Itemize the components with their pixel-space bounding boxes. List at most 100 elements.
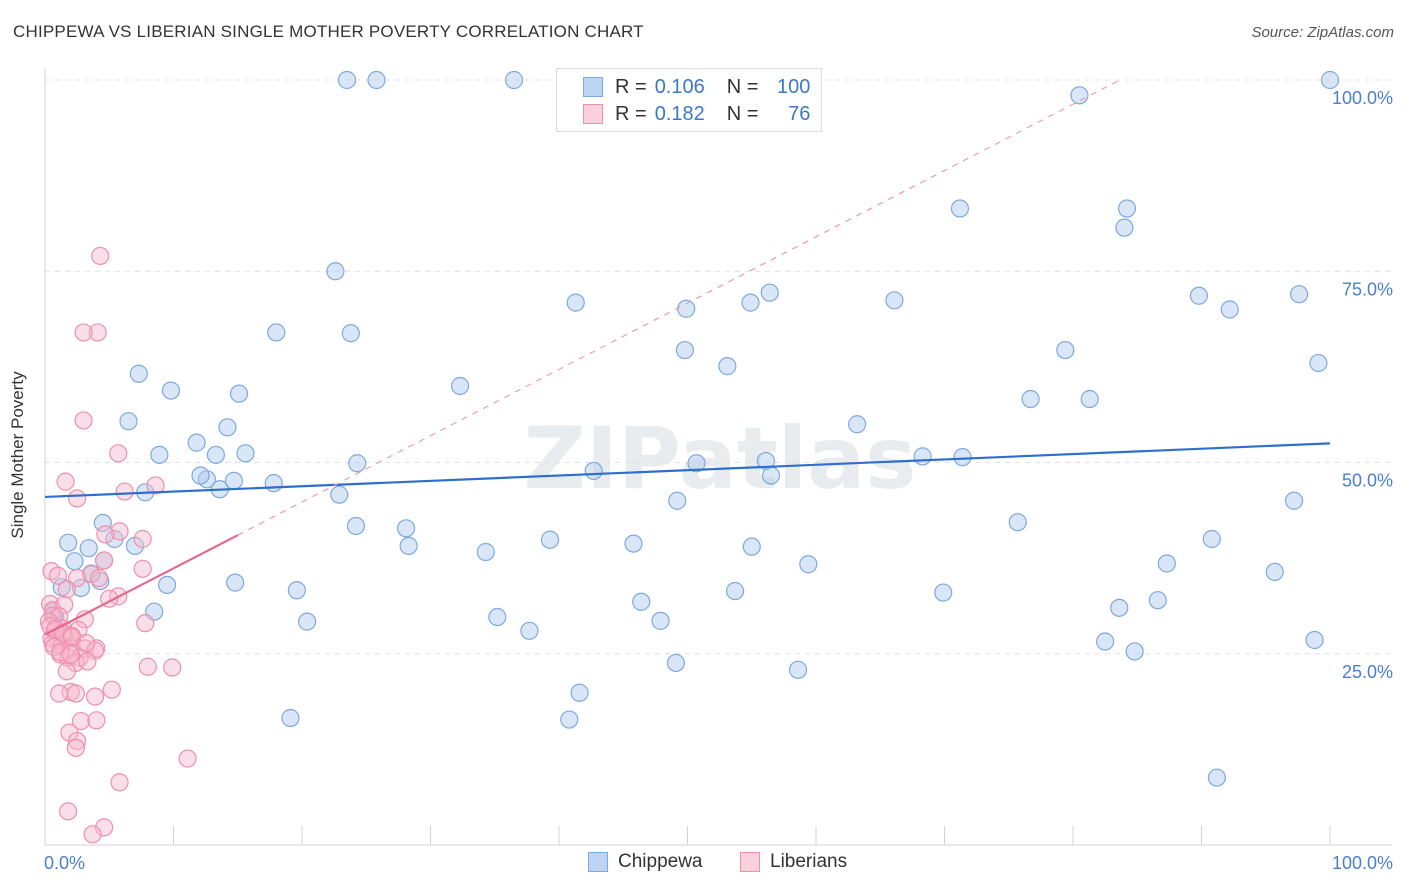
chippewa-point: [71, 578, 91, 598]
r-value: 0.182: [654, 102, 705, 125]
liberian-point: [178, 749, 197, 768]
liberian-point: [102, 680, 121, 699]
liberian-point: [71, 711, 91, 731]
stats-row-chippewa: R = 0.106 N = 100: [583, 74, 810, 100]
stats-box: R = 0.106 N = 100 R = 0.182 N = 76: [556, 68, 822, 132]
chippewa-point: [1117, 199, 1137, 218]
chippewa-point: [1080, 389, 1099, 409]
chippewa-point: [1220, 300, 1239, 319]
liberian-point: [57, 662, 76, 681]
liberians-swatch: [583, 104, 603, 124]
x-tick-label: 0.0%: [44, 853, 85, 873]
liberian-point: [61, 645, 80, 664]
chippewa-point: [267, 323, 286, 342]
chippewa-point: [1148, 591, 1167, 610]
chippewa-point: [560, 710, 579, 729]
liberian-point: [78, 652, 97, 671]
chippewa-point: [570, 683, 589, 702]
liberian-point: [74, 323, 93, 342]
y-tick-label: 25.0%: [1342, 662, 1393, 682]
chippewa-point: [281, 708, 300, 728]
chippewa-point: [264, 474, 283, 493]
liberian-point: [110, 522, 129, 541]
chippewa-point: [666, 653, 686, 673]
liberian-point: [68, 731, 87, 751]
liberian-point: [146, 476, 165, 495]
chippewa-point: [1284, 491, 1304, 510]
chippewa-point: [1008, 513, 1027, 532]
chippewa-point: [326, 262, 345, 281]
liberian-point: [138, 657, 157, 676]
chippewa-point: [788, 660, 808, 679]
liberian-point: [110, 773, 129, 792]
y-axis-title: Single Mother Poverty: [8, 371, 27, 539]
chippewa-legend-swatch: [588, 852, 608, 872]
chippewa-point: [718, 357, 737, 376]
liberian-point: [68, 489, 87, 508]
chippewa-point: [287, 581, 306, 600]
chippewa-point: [848, 415, 867, 434]
liberian-point: [163, 658, 182, 677]
chippewa-point: [119, 412, 138, 431]
n-value: 100: [777, 75, 811, 98]
trend-lines: [44, 79, 1331, 636]
liberian-point: [77, 633, 96, 653]
chippewa-point: [1189, 286, 1209, 305]
liberian-point: [91, 246, 110, 266]
liberian-point: [86, 687, 105, 706]
chippewa-point: [725, 581, 745, 601]
liberians-legend-swatch: [740, 852, 760, 872]
chippewa-point: [934, 583, 953, 602]
chippewa-point: [346, 516, 366, 536]
n-label: N =: [726, 102, 759, 125]
n-label: N =: [726, 75, 759, 98]
chippewa-point: [504, 70, 524, 90]
n-value: 76: [788, 102, 811, 125]
liberian-point: [136, 614, 155, 633]
chippewa-point: [1157, 554, 1176, 573]
chippewa-point: [1125, 642, 1144, 661]
r-value: 0.106: [654, 75, 705, 98]
liberian-point: [66, 684, 85, 703]
chippewa-point: [191, 466, 210, 485]
liberian-point: [57, 580, 76, 599]
chippewa-point: [187, 433, 206, 452]
y-tick-label: 75.0%: [1342, 279, 1393, 299]
chippewa-point: [125, 536, 145, 555]
chippewa-point: [1207, 768, 1227, 787]
liberian-point: [115, 482, 134, 501]
chippewa-point: [298, 612, 317, 631]
chippewa-point: [1110, 598, 1129, 617]
chippewa-point: [396, 519, 416, 538]
chippewa-point: [950, 199, 970, 218]
liberian-point: [59, 802, 78, 821]
liberian-point: [89, 568, 109, 588]
chippewa-point: [330, 485, 349, 504]
legend-item-liberians[interactable]: Liberians: [740, 851, 847, 873]
liberian-point: [109, 444, 128, 463]
chippewa-point: [488, 607, 507, 627]
chippewa-point: [341, 324, 360, 343]
chippewa-point: [1305, 630, 1324, 650]
chippewa-point: [1070, 86, 1089, 105]
stats-row-liberians: R = 0.182 N = 76: [583, 101, 810, 127]
liberian-trend-line: [44, 534, 239, 636]
chippewa-point: [799, 555, 818, 574]
y-tick-label: 50.0%: [1342, 471, 1393, 491]
liberian-point: [74, 411, 93, 430]
chippewa-point: [584, 461, 603, 481]
legend-item-chippewa[interactable]: Chippewa: [588, 851, 703, 873]
chippewa-point: [93, 513, 112, 533]
chippewa-point: [742, 537, 761, 556]
chippewa-point: [566, 293, 585, 312]
chippewa-point: [632, 592, 651, 611]
liberian-point: [133, 559, 152, 578]
chippewa-point: [150, 445, 169, 464]
r-label: R =: [615, 102, 647, 125]
chippewa-point: [229, 384, 249, 403]
series-chippewa: [43, 70, 1340, 787]
chippewa-point: [348, 454, 367, 473]
chippewa-point: [1202, 529, 1221, 549]
liberian-trend-extension: [237, 79, 1121, 536]
chippewa-point: [913, 447, 932, 466]
